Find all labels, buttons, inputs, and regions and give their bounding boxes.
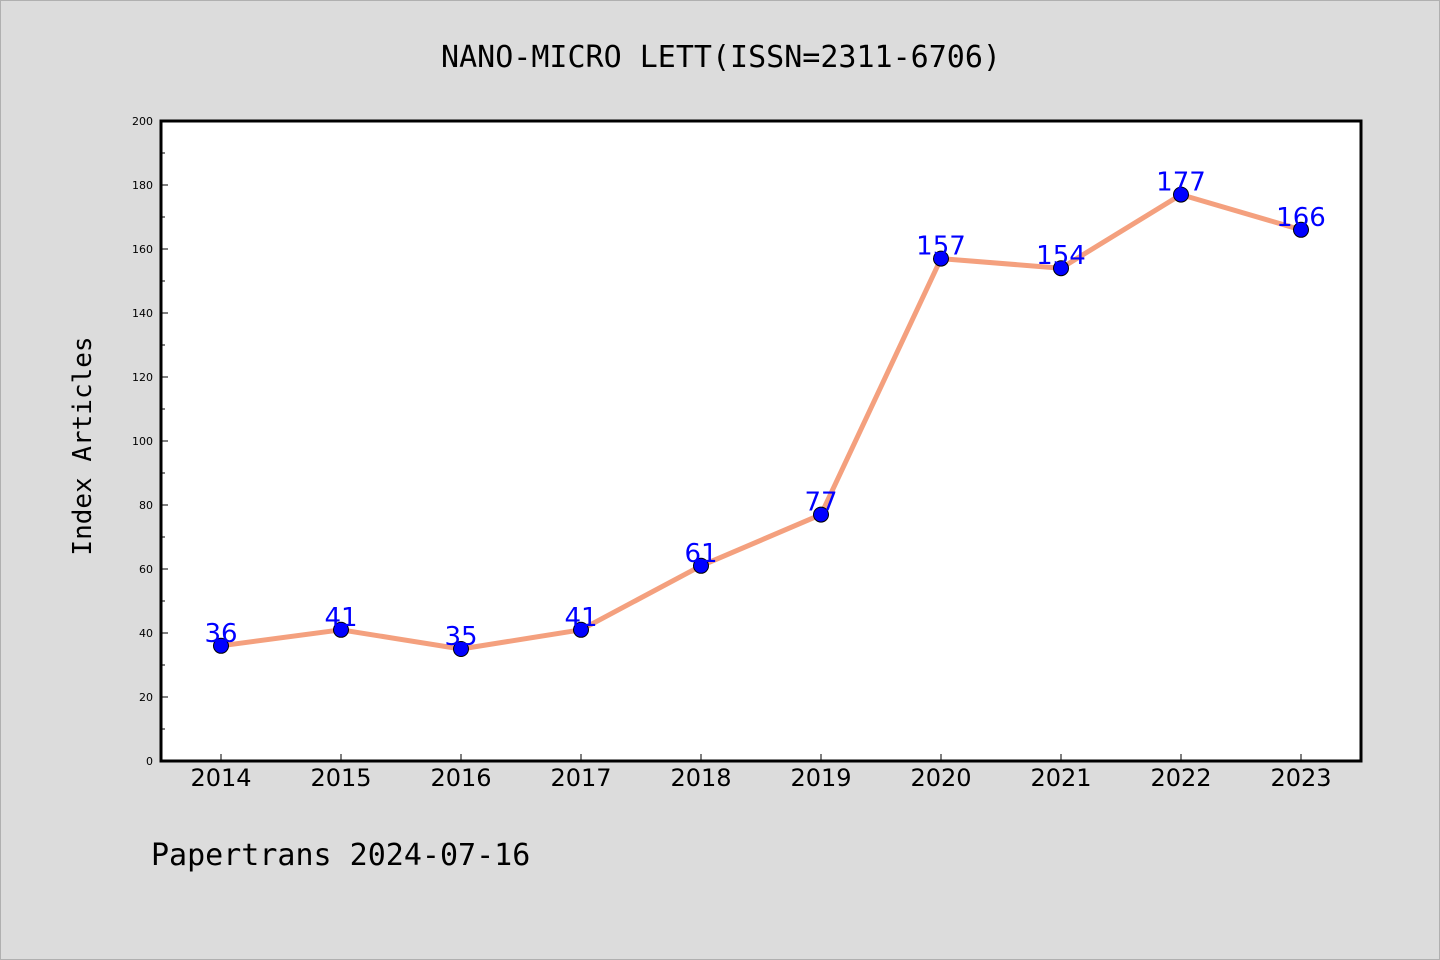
data-point xyxy=(1053,260,1069,277)
data-point xyxy=(813,506,829,523)
x-tick-label: 2019 xyxy=(790,764,851,792)
data-label: 61 xyxy=(684,539,717,569)
data-point xyxy=(1173,186,1189,203)
y-tick-label: 180 xyxy=(132,179,153,192)
data-label: 166 xyxy=(1276,203,1326,233)
chart-title: NANO-MICRO LETT(ISSN=2311-6706) xyxy=(441,40,1001,75)
data-label: 77 xyxy=(804,488,837,518)
data-point xyxy=(213,637,229,654)
data-point xyxy=(453,641,469,657)
x-tick-label: 2018 xyxy=(670,764,731,792)
data-label: 157 xyxy=(916,232,966,262)
y-tick-label: 200 xyxy=(132,115,153,128)
x-tick-label: 2017 xyxy=(550,764,611,792)
series-line xyxy=(220,192,1302,652)
data-label: 35 xyxy=(444,622,477,652)
y-tick-label: 100 xyxy=(132,435,153,448)
series-line-group xyxy=(220,192,1302,652)
y-tick-label: 120 xyxy=(132,371,153,384)
y-tick-label: 140 xyxy=(132,307,153,320)
footer-credit: Papertrans 2024-07-16 xyxy=(151,838,530,873)
x-tick-label: 2016 xyxy=(430,764,491,792)
plot-area xyxy=(159,119,1363,763)
x-tick-label: 2022 xyxy=(1150,764,1211,792)
y-tick-label: 160 xyxy=(132,243,153,256)
y-axis-label: Index Articles xyxy=(68,336,98,555)
y-tick-label: 40 xyxy=(139,627,153,640)
series-markers-group xyxy=(213,186,1309,657)
data-labels-group: 36 41 35 41 61 77 157 154 177 166 xyxy=(204,168,1325,652)
data-point xyxy=(333,621,349,638)
y-tick-label: 0 xyxy=(146,755,153,768)
data-label: 41 xyxy=(564,603,597,633)
x-tick-label: 2014 xyxy=(190,764,251,792)
data-label: 41 xyxy=(324,603,357,633)
x-tick-label: 2020 xyxy=(910,764,971,792)
data-point xyxy=(693,557,709,574)
y-tick-label: 80 xyxy=(139,499,153,512)
x-tick-label: 2015 xyxy=(310,764,371,792)
y-axis: 0 20 40 60 80 100 120 140 160 180 200 xyxy=(132,115,168,768)
x-axis: 2014 2015 2016 2017 2018 2019 2020 2021 2022 2023 xyxy=(190,754,1332,792)
data-label: 36 xyxy=(204,619,237,649)
data-label: 177 xyxy=(1156,168,1206,198)
data-label: 154 xyxy=(1036,241,1086,271)
y-tick-label: 20 xyxy=(139,691,153,704)
x-tick-label: 2021 xyxy=(1030,764,1091,792)
x-tick-label: 2023 xyxy=(1270,764,1331,792)
data-point xyxy=(573,621,589,638)
data-point xyxy=(1293,221,1309,238)
y-tick-label: 60 xyxy=(139,563,153,576)
data-point xyxy=(933,250,949,267)
